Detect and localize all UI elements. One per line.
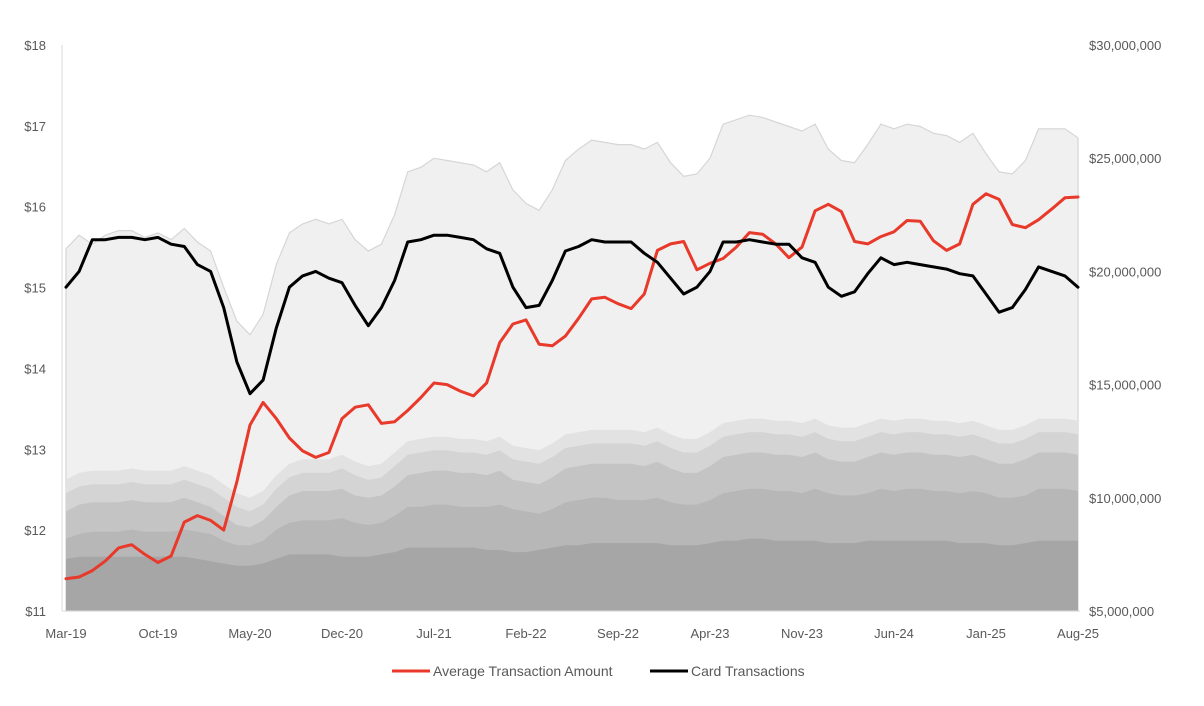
left-axis-tick-label: $15 bbox=[24, 281, 46, 296]
right-axis-tick-label: $15,000,000 bbox=[1089, 378, 1161, 393]
x-axis-tick-label: Dec-20 bbox=[321, 626, 363, 641]
x-axis-tick-label: Sep-22 bbox=[597, 626, 639, 641]
x-axis-tick-label: May-20 bbox=[228, 626, 271, 641]
legend: Average Transaction Amount Card Transact… bbox=[392, 663, 805, 679]
legend-label-card-transactions: Card Transactions bbox=[691, 663, 805, 679]
right-axis-tick-labels: $5,000,000 $10,000,000 $15,000,000 $20,000,… bbox=[1089, 38, 1161, 619]
x-axis-tick-label: Oct-19 bbox=[138, 626, 177, 641]
series-line-card-transactions bbox=[64, 233, 1080, 396]
area-band-5 bbox=[66, 538, 1078, 611]
left-axis-tick-label: $12 bbox=[24, 523, 46, 538]
right-axis-tick-label: $30,000,000 bbox=[1089, 38, 1161, 53]
right-axis-tick-label: $20,000,000 bbox=[1089, 264, 1161, 279]
left-axis-tick-label: $16 bbox=[24, 200, 46, 215]
x-axis-tick-label: Mar-19 bbox=[45, 626, 86, 641]
left-axis-tick-label: $14 bbox=[24, 361, 46, 376]
left-axis-tick-label: $11 bbox=[25, 604, 46, 619]
right-axis-tick-label: $25,000,000 bbox=[1089, 151, 1161, 166]
series-line-average-transaction-amount bbox=[64, 192, 1080, 581]
x-axis-tick-label: Aug-25 bbox=[1057, 626, 1099, 641]
left-axis-tick-label: $17 bbox=[24, 119, 46, 134]
x-axis-tick-label: Feb-22 bbox=[505, 626, 546, 641]
x-axis-tick-label: Nov-23 bbox=[781, 626, 823, 641]
right-axis-tick-label: $5,000,000 bbox=[1089, 604, 1154, 619]
x-axis-tick-labels: Mar-19 Oct-19 May-20 Dec-20 Jul-21 Feb-22 Sep-… bbox=[45, 626, 1099, 641]
x-axis-tick-label: Jun-24 bbox=[874, 626, 914, 641]
x-axis-tick-label: Jan-25 bbox=[966, 626, 1006, 641]
right-axis-tick-label: $10,000,000 bbox=[1089, 491, 1161, 506]
legend-label-average-transaction-amount: Average Transaction Amount bbox=[433, 663, 613, 679]
background-area-bands bbox=[65, 114, 1079, 612]
x-axis-tick-label: Jul-21 bbox=[416, 626, 451, 641]
series-lines bbox=[64, 192, 1080, 581]
left-axis-tick-label: $18 bbox=[24, 38, 46, 53]
left-axis-tick-label: $13 bbox=[24, 442, 46, 457]
left-axis-tick-labels: $11 $12 $13 $14 $15 $16 $17 $18 bbox=[24, 38, 46, 619]
x-axis-tick-label: Apr-23 bbox=[690, 626, 729, 641]
